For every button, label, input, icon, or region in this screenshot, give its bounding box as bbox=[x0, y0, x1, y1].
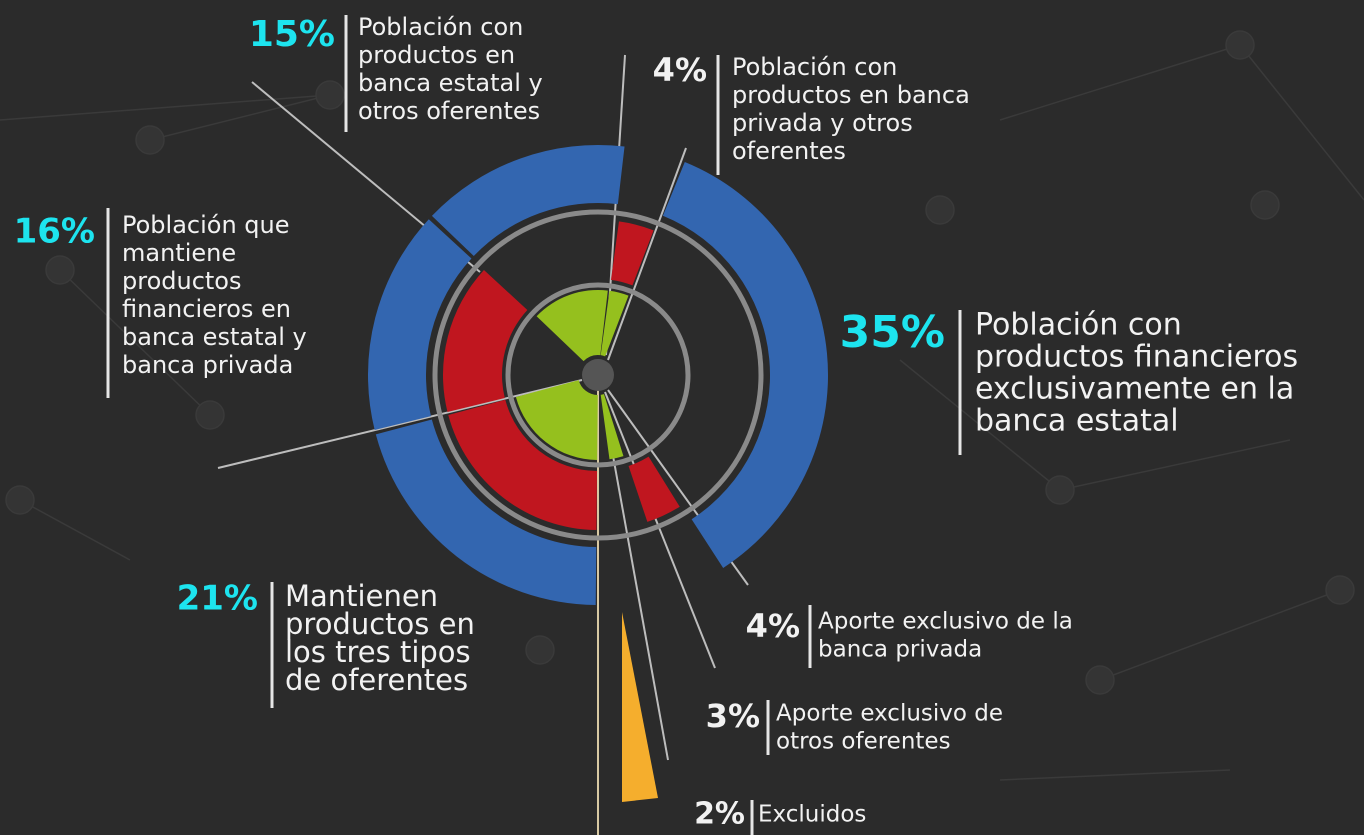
category-label: banca privada bbox=[818, 637, 982, 663]
percent-label: 15% bbox=[249, 14, 335, 55]
percent-label: 4% bbox=[653, 51, 707, 89]
category-label: productos financieros bbox=[975, 340, 1298, 375]
percent-label: 2% bbox=[694, 797, 745, 832]
category-label: Aporte exclusivo de la bbox=[818, 609, 1073, 635]
ring-outline bbox=[432, 209, 764, 541]
ring-segment bbox=[368, 219, 472, 430]
category-label: financieros en bbox=[122, 295, 291, 323]
percent-label: 4% bbox=[746, 607, 800, 645]
ring-segment bbox=[600, 290, 629, 357]
category-label: banca estatal y bbox=[358, 69, 543, 97]
percent-label: 3% bbox=[706, 697, 760, 735]
ring-segment bbox=[536, 290, 608, 362]
category-label: productos en bbox=[285, 607, 475, 641]
percent-label: 35% bbox=[840, 307, 945, 358]
category-label: Aporte exclusivo de bbox=[776, 701, 1003, 727]
category-label: otros oferentes bbox=[776, 729, 951, 755]
category-label: banca privada bbox=[122, 351, 293, 379]
category-label: productos en banca bbox=[732, 81, 970, 109]
ring-segment bbox=[448, 399, 598, 530]
category-label: Excluidos bbox=[758, 802, 866, 828]
ring-segment bbox=[628, 456, 680, 522]
ring-segment bbox=[375, 419, 597, 605]
excluded-wedge bbox=[622, 612, 658, 802]
percent-label: 21% bbox=[177, 579, 258, 619]
background-network bbox=[0, 30, 1364, 781]
center-dot bbox=[582, 359, 614, 391]
ring-segment bbox=[431, 145, 625, 257]
category-label: Población con bbox=[358, 13, 523, 41]
category-label: banca estatal y bbox=[122, 323, 307, 351]
category-label: los tres tipos bbox=[285, 635, 471, 669]
ring-segment bbox=[600, 394, 624, 460]
category-label: Población con bbox=[975, 308, 1182, 343]
category-label: oferentes bbox=[732, 137, 846, 165]
category-label: Población con bbox=[732, 53, 897, 81]
category-label: Mantienen bbox=[285, 579, 438, 613]
category-label: de oferentes bbox=[285, 663, 468, 697]
category-label: mantiene bbox=[122, 239, 236, 267]
percent-label: 16% bbox=[14, 212, 95, 252]
ring-segment bbox=[515, 380, 598, 460]
category-label: Población que bbox=[122, 211, 290, 239]
ring-outline bbox=[505, 282, 691, 468]
category-label: productos en bbox=[358, 41, 515, 69]
category-label: exclusivamente en la bbox=[975, 372, 1294, 407]
ring-segment bbox=[662, 162, 828, 568]
ring-segment bbox=[610, 221, 654, 286]
category-label: banca estatal bbox=[975, 404, 1179, 439]
category-label: productos bbox=[122, 267, 242, 295]
ring-segment bbox=[443, 270, 528, 413]
category-label: privada y otros bbox=[732, 109, 913, 137]
category-label: otros oferentes bbox=[358, 97, 540, 125]
